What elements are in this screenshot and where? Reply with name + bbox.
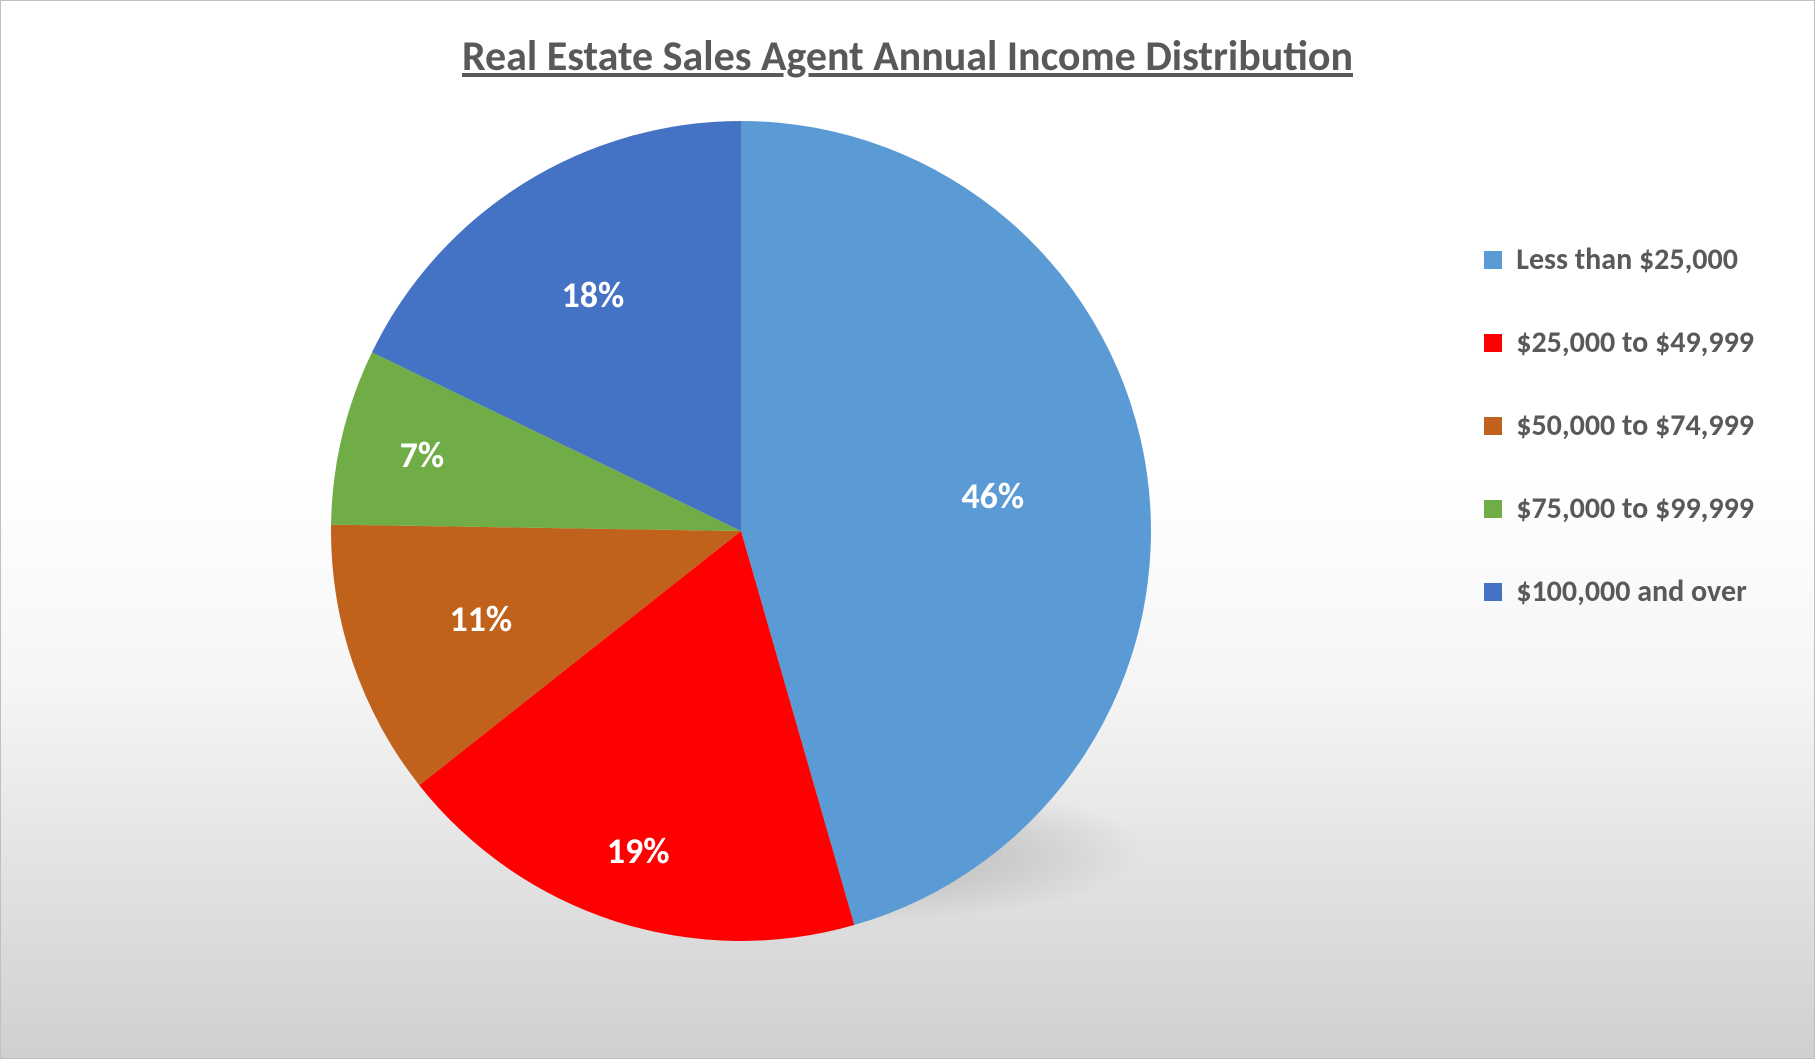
legend-item: $25,000 to $49,999: [1484, 324, 1754, 361]
legend-swatch: [1484, 500, 1502, 518]
legend-label: $100,000 and over: [1516, 573, 1746, 610]
legend-label: $75,000 to $99,999: [1516, 490, 1754, 527]
chart-container: Real Estate Sales Agent Annual Income Di…: [0, 0, 1815, 1059]
legend-item: $75,000 to $99,999: [1484, 490, 1754, 527]
legend: Less than $25,000 $25,000 to $49,999 $50,0…: [1484, 241, 1754, 610]
legend-swatch: [1484, 251, 1502, 269]
legend-label: $25,000 to $49,999: [1516, 324, 1754, 361]
legend-item: Less than $25,000: [1484, 241, 1754, 278]
chart-title: Real Estate Sales Agent Annual Income Di…: [1, 31, 1814, 82]
legend-label: $50,000 to $74,999: [1516, 407, 1754, 444]
legend-label: Less than $25,000: [1516, 241, 1738, 278]
legend-item: $50,000 to $74,999: [1484, 407, 1754, 444]
legend-swatch: [1484, 583, 1502, 601]
legend-swatch: [1484, 417, 1502, 435]
legend-item: $100,000 and over: [1484, 573, 1754, 610]
legend-swatch: [1484, 334, 1502, 352]
pie-svg: [331, 121, 1151, 941]
pie-chart: 46%19%11%7%18%: [331, 121, 1151, 941]
